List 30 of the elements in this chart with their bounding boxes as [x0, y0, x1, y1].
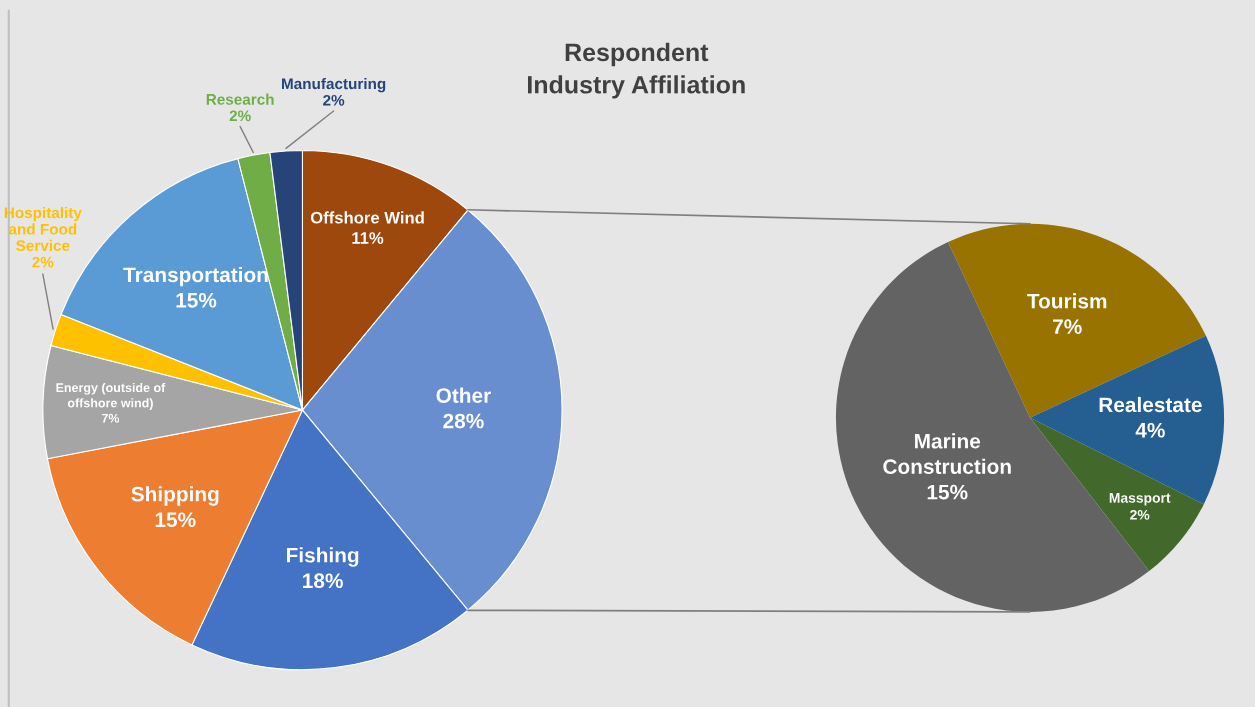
data-label: 18%: [303, 573, 343, 589]
slice-label: Manufacturing: [282, 77, 386, 93]
data-label: 4%: [1135, 422, 1165, 438]
slice-label: Fishing: [286, 547, 359, 567]
slice-label: Shipping: [131, 486, 219, 506]
slice-label: Hospitality and Food Service: [4, 206, 82, 252]
slice-label: Massport: [1109, 493, 1171, 506]
data-label: 2%: [323, 94, 345, 106]
slice-label: Marine Construction: [883, 433, 1011, 475]
slice-label: Energy (outside of offshore wind): [56, 382, 166, 410]
data-label: 15%: [155, 512, 196, 528]
text: Respondent Industry Affiliation: [528, 42, 745, 99]
slice-label: Other: [436, 387, 491, 403]
slice-label: Realestate: [1099, 396, 1202, 413]
slice-label: Transportation: [123, 266, 268, 287]
pie-slice: [1030, 417, 1204, 572]
data-label: 11%: [352, 232, 384, 244]
data-label: 15%: [176, 292, 217, 308]
slice-label: Research: [206, 93, 274, 105]
pie-slice: [948, 223, 1206, 418]
slice-label: Offshore Wind: [310, 211, 424, 224]
data-label: 7%: [101, 413, 120, 423]
data-label: 2%: [229, 110, 251, 122]
data-label: 2%: [1130, 509, 1150, 520]
data-label: 7%: [1053, 319, 1082, 334]
pie-slice: [1030, 335, 1225, 505]
data-label: 15%: [927, 484, 968, 500]
data-label: 2%: [32, 256, 54, 268]
slice-label: Tourism: [1027, 293, 1107, 309]
data-label: 28%: [443, 413, 484, 429]
